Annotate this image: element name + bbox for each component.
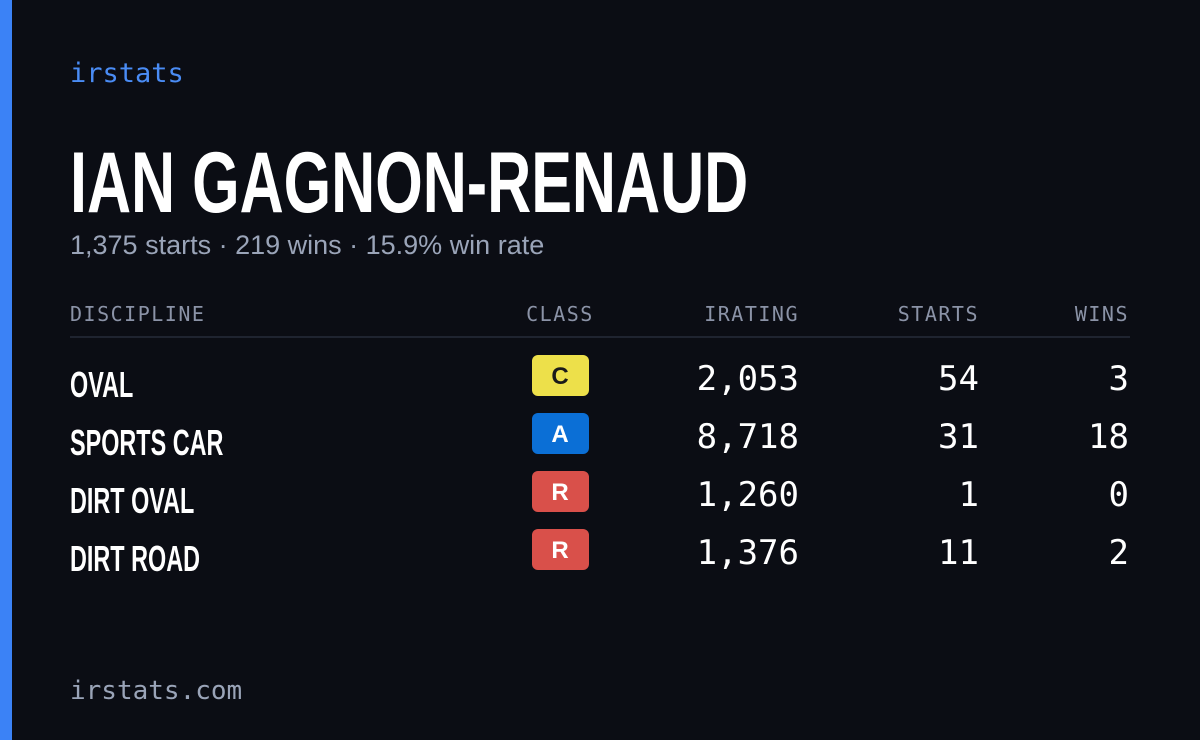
class-badge (532, 471, 589, 512)
starts-value: 54 (938, 359, 979, 399)
wins-value: 0 (1109, 475, 1129, 515)
discipline: DIRT ROAD (70, 540, 200, 579)
column-header: IRATING (704, 302, 799, 326)
starts-value: 31 (938, 417, 979, 457)
brand: irstats (70, 58, 184, 89)
column-header: CLASS (526, 302, 594, 326)
class-letter: R (551, 537, 568, 564)
irating-value: 8,718 (697, 417, 799, 457)
class-letter: R (551, 479, 568, 506)
class-badge (532, 413, 589, 454)
discipline: DIRT OVAL (70, 482, 194, 521)
discipline: SPORTS CAR (70, 424, 223, 463)
starts-value: 11 (938, 533, 979, 573)
irating-value: 1,260 (697, 475, 799, 515)
irating-value: 2,053 (697, 359, 799, 399)
class-badge (532, 355, 589, 396)
accent-bar (0, 0, 12, 740)
wins-value: 18 (1088, 417, 1129, 457)
driver-name: IAN GAGNON-RENAUD (70, 134, 748, 231)
starts-value: 1 (959, 475, 979, 515)
irating-value: 1,376 (697, 533, 799, 573)
footer: irstats.com (70, 676, 242, 706)
driver-summary: 1,375 starts · 219 wins · 15.9% win rate (70, 230, 544, 260)
class-letter: C (551, 363, 568, 390)
wins-value: 3 (1109, 359, 1129, 399)
column-header: WINS (1075, 302, 1129, 326)
column-header: DISCIPLINE (70, 302, 205, 326)
wins-value: 2 (1109, 533, 1129, 573)
class-letter: A (551, 421, 568, 448)
column-header: STARTS (898, 302, 979, 326)
class-badge (532, 529, 589, 570)
discipline: OVAL (70, 366, 133, 405)
